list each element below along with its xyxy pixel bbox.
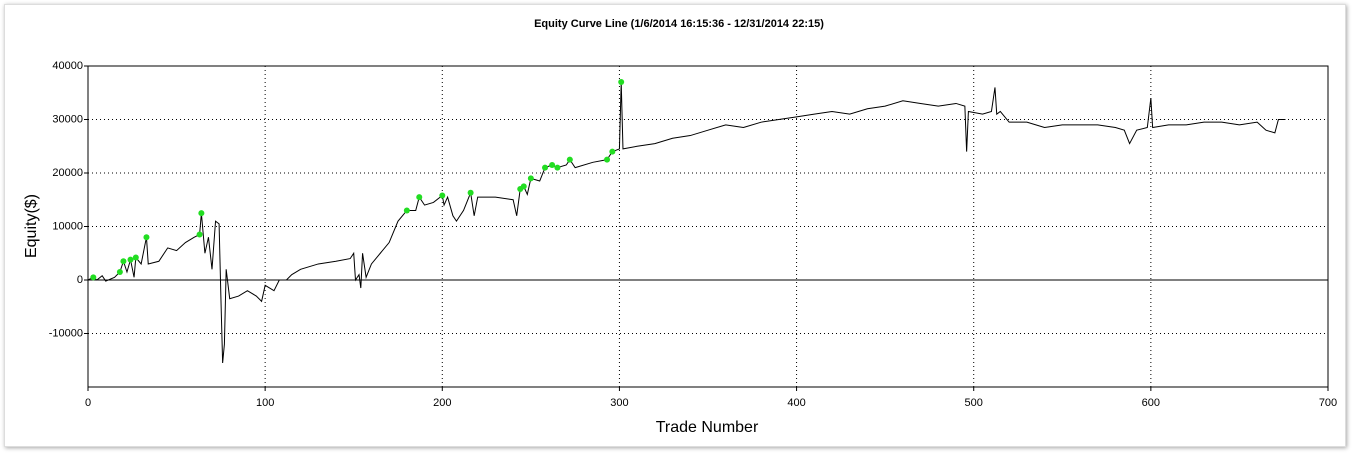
equity-high-marker <box>467 189 474 196</box>
x-tick-label: 300 <box>610 397 628 409</box>
equity-high-marker <box>132 254 139 261</box>
x-tick-label: 100 <box>256 397 274 409</box>
equity-high-marker <box>403 207 410 214</box>
equity-high-marker <box>416 194 423 201</box>
x-tick-label: 400 <box>787 397 805 409</box>
equity-high-marker <box>90 274 97 281</box>
x-tick-label: 200 <box>433 397 451 409</box>
chart-panel <box>4 4 1346 447</box>
y-tick-label: -10000 <box>49 327 83 339</box>
equity-high-marker <box>609 148 616 155</box>
equity-high-marker <box>143 234 150 241</box>
chart-title: Equity Curve Line (1/6/2014 16:15:36 - 1… <box>534 18 824 30</box>
equity-high-marker <box>618 79 625 86</box>
equity-high-marker <box>127 256 134 263</box>
y-tick-label: 20000 <box>52 167 83 179</box>
equity-high-marker <box>549 161 556 168</box>
equity-line <box>87 82 1286 363</box>
equity-high-marker <box>196 231 203 238</box>
y-tick-label: 30000 <box>52 113 83 125</box>
x-tick-label: 700 <box>1319 397 1337 409</box>
equity-high-marker <box>198 210 205 217</box>
equity-high-marker <box>116 268 123 275</box>
equity-high-marker <box>554 164 561 171</box>
equity-high-marker <box>604 156 611 163</box>
y-tick-label: 0 <box>77 274 83 286</box>
equity-high-marker <box>542 164 549 171</box>
equity-high-marker <box>566 156 573 163</box>
equity-high-marker <box>527 175 534 182</box>
x-axis-title: Trade Number <box>656 419 759 436</box>
y-axis-title: Equity($) <box>23 194 40 258</box>
y-tick-label: 10000 <box>52 220 83 232</box>
equity-high-marker <box>120 258 127 265</box>
x-tick-label: 500 <box>965 397 983 409</box>
y-tick-label: 40000 <box>52 60 83 72</box>
equity-high-marker <box>520 183 527 190</box>
equity-high-marker <box>439 192 446 199</box>
x-tick-label: 600 <box>1142 397 1160 409</box>
x-tick-label: 0 <box>85 397 91 409</box>
